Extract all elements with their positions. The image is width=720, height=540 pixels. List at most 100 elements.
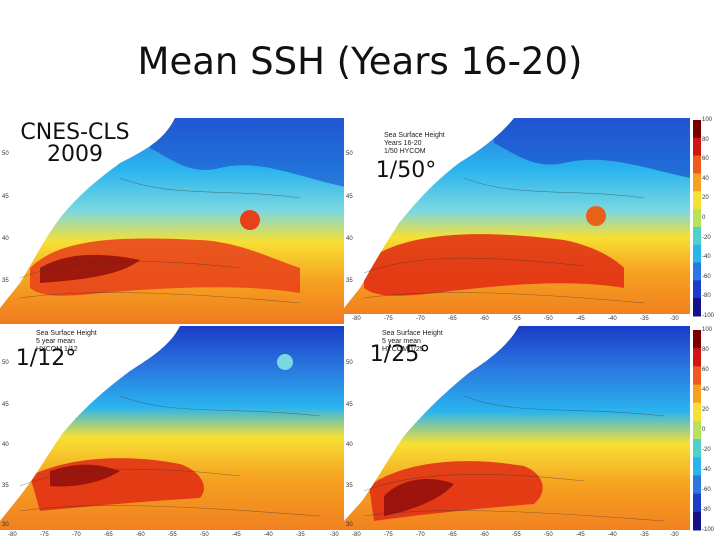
y-tick: 35: [346, 278, 353, 284]
x-tick: -55: [512, 532, 521, 538]
x-tick: -30: [670, 532, 679, 538]
panel-label-line: 2009: [47, 142, 103, 167]
colorbar-tick-label: 100: [702, 327, 713, 333]
colorbar-tick-label: -80: [702, 293, 711, 300]
colorbar-tick-label: -100: [702, 527, 715, 533]
x-tick: -30: [670, 316, 679, 322]
colorbar-swatch: [693, 244, 701, 264]
colorbar-swatch: [693, 137, 701, 157]
colorbar-swatch: [693, 173, 701, 192]
colorbar-tick-label: -60: [702, 487, 711, 493]
colorbar-swatch: [693, 226, 701, 246]
colorbar-swatch: [693, 366, 701, 386]
caption-line: 5 year mean: [36, 338, 75, 345]
ssh-map-cnes: [0, 118, 350, 324]
x-tick: -75: [384, 316, 393, 322]
colorbar-swatch: [693, 191, 701, 210]
map-panel-hycom12: Sea Surface Height 5 year mean HYCOM 1/1…: [0, 326, 350, 540]
colorbar-swatch: [693, 348, 701, 367]
colorbar-swatch: [693, 280, 701, 299]
x-tick: -70: [416, 532, 425, 538]
colorbar-swatch: [693, 493, 701, 513]
x-tick: -65: [104, 532, 113, 538]
x-tick: -35: [296, 532, 305, 538]
y-tick: 45: [2, 402, 9, 408]
colorbar-upper: [693, 120, 701, 317]
y-tick: 35: [346, 483, 353, 489]
colorbar-swatch: [693, 120, 701, 139]
colorbar-tick-label: 60: [702, 367, 709, 373]
x-tick: -40: [608, 532, 617, 538]
caption-line: Years 16-20: [384, 140, 422, 147]
colorbar-tick-label: -60: [702, 273, 711, 280]
y-tick: 30: [346, 522, 353, 528]
panel-caption-hycom50: Sea Surface Height Years 16-20 1/50 HYCO…: [384, 132, 445, 156]
colorbar-swatch: [693, 402, 701, 422]
colorbar-tick-label: -100: [702, 313, 715, 319]
land: [0, 118, 175, 308]
x-tick: -55: [512, 316, 521, 322]
colorbar-swatch: [693, 330, 701, 349]
panel-label-cnes: CNES-CLS 2009: [20, 122, 130, 166]
colorbar: [693, 120, 701, 531]
x-tick: -50: [544, 532, 553, 538]
caption-line: HYCOM 1/12: [36, 346, 78, 353]
x-tick: -50: [200, 532, 209, 538]
colorbar-tick-label: 0: [702, 215, 706, 221]
y-tick: 40: [2, 236, 9, 242]
x-tick: -75: [384, 532, 393, 538]
colorbar-swatch: [693, 262, 701, 281]
colorbar-tick-label: 0: [702, 427, 706, 433]
colorbar-swatch: [693, 384, 701, 404]
x-tick: -80: [352, 532, 361, 538]
colorbar-swatch: [693, 511, 701, 531]
y-tick: 30: [2, 522, 9, 528]
x-tick: -80: [8, 532, 17, 538]
x-tick: -55: [168, 532, 177, 538]
x-tick: -35: [640, 316, 649, 322]
warm-band: [30, 238, 300, 296]
caption-line: 5 year mean: [382, 338, 421, 345]
colorbar-tick-label: -20: [702, 447, 711, 453]
x-tick: -60: [480, 532, 489, 538]
colorbar-tick-label: 20: [702, 407, 709, 413]
x-tick: -60: [480, 316, 489, 322]
colorbar-tick-label: 100: [702, 117, 713, 123]
colorbar-tick-label: 80: [702, 347, 709, 353]
y-tick: 35: [2, 483, 9, 489]
y-tick: 45: [2, 194, 9, 200]
colorbar-swatch: [693, 298, 701, 317]
map-panel-hycom25: Sea Surface Height 5 year mean HYCOM 1/2…: [344, 326, 690, 540]
colorbar-tick-label: 20: [702, 195, 709, 202]
panel-label-line: 1/50°: [375, 158, 437, 183]
y-tick: 40: [346, 442, 353, 448]
panel-label-hycom25: 1/25°: [360, 344, 440, 366]
x-tick: -60: [136, 532, 145, 538]
y-tick: 50: [346, 360, 353, 366]
caption-line: Sea Surface Height: [36, 330, 97, 337]
y-tick: 50: [2, 151, 9, 157]
x-tick: -70: [416, 316, 425, 322]
colorbar-tick-label: -20: [702, 234, 711, 241]
slide-title: Mean SSH (Years 16-20): [137, 40, 583, 83]
x-tick: -65: [448, 316, 457, 322]
y-tick: 45: [346, 194, 353, 200]
caption-line: Sea Surface Height: [382, 330, 443, 337]
y-tick: 50: [346, 151, 353, 157]
colorbar-swatch: [693, 420, 701, 440]
x-tick: -50: [544, 316, 553, 322]
caption-line: HYCOM 1/25: [382, 346, 424, 353]
colorbar-tick-label: 40: [702, 387, 709, 393]
panel-label-line: 1/25°: [369, 342, 431, 367]
x-tick: -45: [232, 532, 241, 538]
colorbar-tick-label: -40: [702, 467, 711, 473]
colorbar-tick-label: 40: [702, 175, 709, 182]
x-tick: -75: [40, 532, 49, 538]
map-panel-cnes: CNES-CLS 2009 50 45 40 35: [0, 118, 350, 324]
colorbar-tick-label: 80: [702, 136, 709, 143]
y-tick: 40: [346, 236, 353, 242]
colorbar-tick-label: -40: [702, 254, 711, 261]
colorbar-tick-label: 60: [702, 156, 709, 163]
panel-label-line: 1/12°: [15, 346, 77, 371]
colorbar-swatch: [693, 457, 701, 476]
